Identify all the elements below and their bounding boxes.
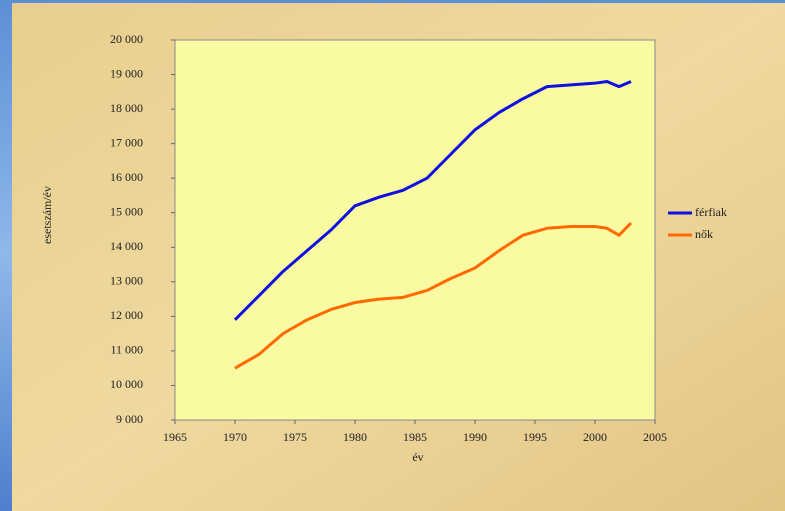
x-tick-label: 1970: [223, 430, 247, 444]
x-tick-label: 1965: [163, 430, 187, 444]
y-tick-label: 15 000: [110, 204, 143, 218]
y-tick-label: 19 000: [110, 66, 143, 80]
x-tick-label: 1990: [463, 430, 487, 444]
x-tick-label: 2000: [583, 430, 607, 444]
x-tick-label: 1985: [403, 430, 427, 444]
y-tick-label: 13 000: [110, 274, 143, 288]
y-tick-label: 18 000: [110, 101, 143, 115]
y-axis-label: esetszám/év: [40, 186, 54, 244]
legend-label: nők: [695, 227, 713, 241]
y-tick-label: 16 000: [110, 170, 143, 184]
x-tick-label: 2005: [643, 430, 667, 444]
y-tick-label: 20 000: [110, 32, 143, 46]
y-tick-label: 14 000: [110, 239, 143, 253]
x-tick-label: 1975: [283, 430, 307, 444]
x-tick-label: 1995: [523, 430, 547, 444]
y-tick-label: 17 000: [110, 135, 143, 149]
data-line: [233, 79, 632, 321]
y-tick-label: 11 000: [110, 343, 143, 357]
legend-label: férfiak: [695, 205, 727, 219]
y-tick-label: 9 000: [116, 412, 143, 426]
y-tick-label: 10 000: [110, 377, 143, 391]
y-tick-label: 12 000: [110, 308, 143, 322]
data-line: [234, 222, 633, 370]
x-tick-label: 1980: [343, 430, 367, 444]
x-axis-label: év: [412, 450, 423, 464]
